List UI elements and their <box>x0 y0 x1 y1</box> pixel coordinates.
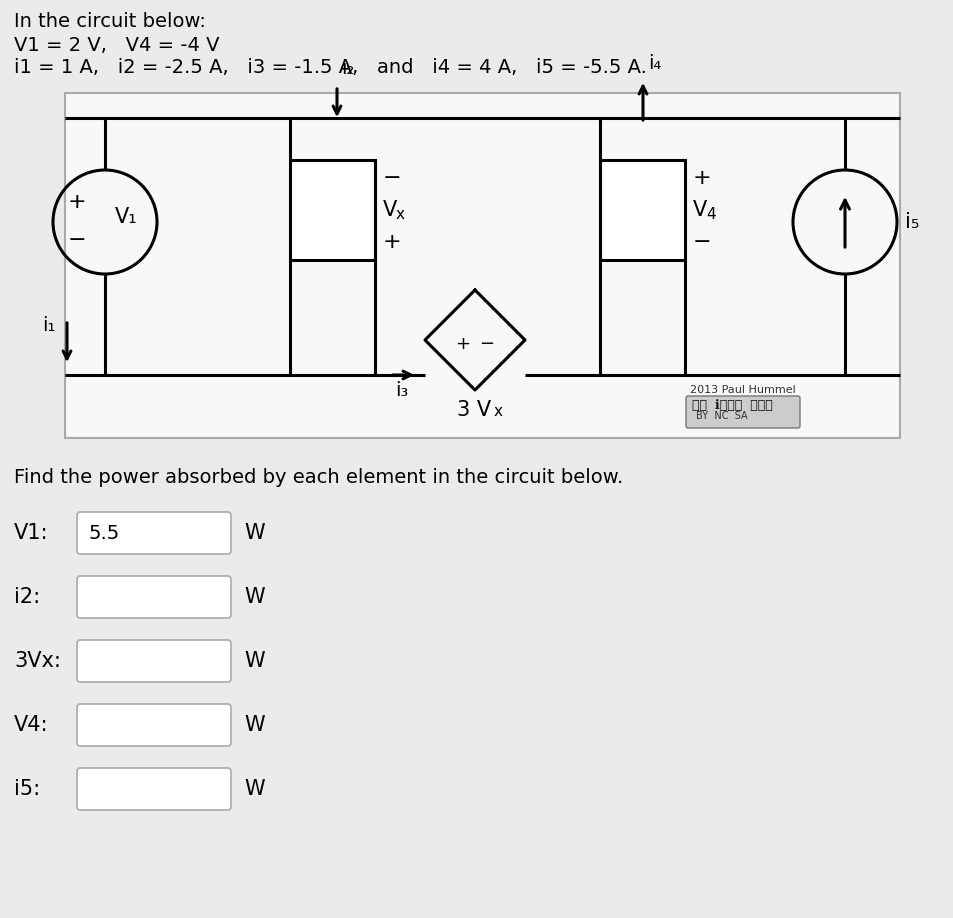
Text: 3 V: 3 V <box>456 400 491 420</box>
FancyBboxPatch shape <box>77 512 231 554</box>
Text: W: W <box>244 523 264 543</box>
FancyBboxPatch shape <box>77 704 231 746</box>
Text: i5:: i5: <box>14 779 40 799</box>
Text: −: − <box>382 168 401 188</box>
Text: i₃: i₃ <box>395 381 408 400</box>
FancyBboxPatch shape <box>77 768 231 810</box>
FancyBboxPatch shape <box>77 576 231 618</box>
FancyBboxPatch shape <box>77 640 231 682</box>
Text: 2013 Paul Hummel: 2013 Paul Hummel <box>689 385 795 395</box>
Text: i₂: i₂ <box>340 59 354 78</box>
Text: Find the power absorbed by each element in the circuit below.: Find the power absorbed by each element … <box>14 468 622 487</box>
Text: W: W <box>244 651 264 671</box>
Text: +: + <box>455 335 470 353</box>
Text: +: + <box>68 192 86 212</box>
Text: i₄: i₄ <box>647 54 660 73</box>
Text: 5.5: 5.5 <box>88 523 119 543</box>
Text: W: W <box>244 587 264 607</box>
Text: i₅: i₅ <box>904 212 919 232</box>
Bar <box>290 160 375 260</box>
Text: W: W <box>244 715 264 735</box>
Text: x: x <box>494 404 502 419</box>
Text: BY  NC  SA: BY NC SA <box>696 411 747 421</box>
Text: V4:: V4: <box>14 715 49 735</box>
Text: i1 = 1 A,   i2 = -2.5 A,   i3 = -1.5 A,   and   i4 = 4 A,   i5 = -5.5 A.: i1 = 1 A, i2 = -2.5 A, i3 = -1.5 A, and … <box>14 58 646 77</box>
Text: V1 = 2 V,   V4 = -4 V: V1 = 2 V, V4 = -4 V <box>14 36 219 55</box>
Text: Ⓒⓒ  ℹⓈⓈⒸ  ⒸⓈⓂ: Ⓒⓒ ℹⓈⓈⒸ ⒸⓈⓂ <box>691 399 772 412</box>
Text: V₁: V₁ <box>115 207 137 227</box>
Text: x: x <box>395 207 405 221</box>
Text: −: − <box>68 230 86 250</box>
Text: 4: 4 <box>705 207 715 221</box>
Text: +: + <box>692 168 711 188</box>
Text: V: V <box>382 200 396 220</box>
FancyBboxPatch shape <box>685 396 800 428</box>
Bar <box>599 160 684 260</box>
Text: W: W <box>244 779 264 799</box>
Text: i₁: i₁ <box>42 316 55 334</box>
Text: V1:: V1: <box>14 523 49 543</box>
Text: 3Vx:: 3Vx: <box>14 651 61 671</box>
Text: +: + <box>382 232 401 252</box>
Text: In the circuit below:: In the circuit below: <box>14 12 206 31</box>
Text: V: V <box>692 200 706 220</box>
Text: −: − <box>692 232 711 252</box>
Text: −: − <box>479 335 494 353</box>
FancyBboxPatch shape <box>65 93 899 438</box>
Text: i2:: i2: <box>14 587 40 607</box>
